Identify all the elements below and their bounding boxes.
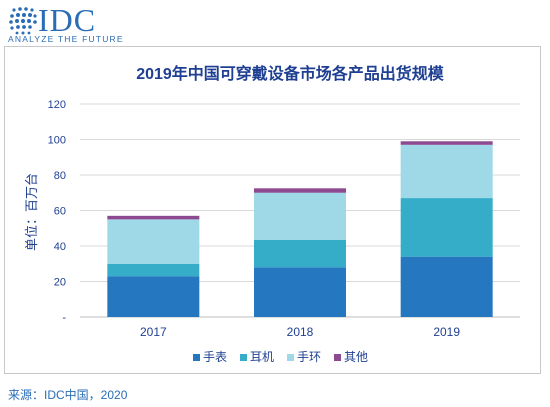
bar-segment <box>400 141 493 145</box>
legend-swatch <box>287 354 294 361</box>
chart-frame <box>4 46 541 374</box>
legend-swatch <box>334 354 341 361</box>
y-axis-label: 单位：百万台 <box>24 173 39 251</box>
legend-label: 其他 <box>344 350 368 364</box>
y-tick-label: - <box>62 312 66 324</box>
bar-segment <box>400 198 493 257</box>
bar-segment <box>107 263 200 277</box>
bar-segment <box>254 267 346 317</box>
legend-label: 手环 <box>297 350 321 364</box>
y-tick-label: 120 <box>48 99 66 111</box>
y-tick-label: 100 <box>48 135 66 147</box>
legend-swatch <box>240 354 247 361</box>
bar-segment <box>400 144 493 199</box>
bar-segment <box>400 256 493 317</box>
idc-globe-icon <box>9 7 37 35</box>
chart-title: 2019年中国可穿戴设备市场各产品出货规模 <box>136 64 445 83</box>
y-tick-label: 20 <box>54 277 66 289</box>
bar-segment <box>254 239 346 268</box>
x-tick-label: 2017 <box>140 325 167 339</box>
source-note: 来源：IDC中国，2020 <box>8 388 128 402</box>
y-tick-label: 40 <box>54 241 66 253</box>
bar-segment <box>107 276 200 317</box>
bar-segment <box>107 215 200 220</box>
bar-segment <box>254 188 346 193</box>
legend-swatch <box>193 354 200 361</box>
x-tick-label: 2019 <box>433 325 460 339</box>
y-tick-label: 80 <box>54 170 66 182</box>
idc-logo: IDC ANALYZE THE FUTURE <box>8 2 138 44</box>
y-tick-label: 60 <box>54 206 66 218</box>
legend-label: 耳机 <box>250 350 274 364</box>
bar-segment <box>107 219 200 264</box>
x-tick-label: 2018 <box>287 325 314 339</box>
logo-tagline: ANALYZE THE FUTURE <box>8 34 124 44</box>
bar-segment <box>254 192 346 240</box>
legend-label: 手表 <box>203 350 227 364</box>
logo-wordmark: IDC <box>38 2 97 38</box>
